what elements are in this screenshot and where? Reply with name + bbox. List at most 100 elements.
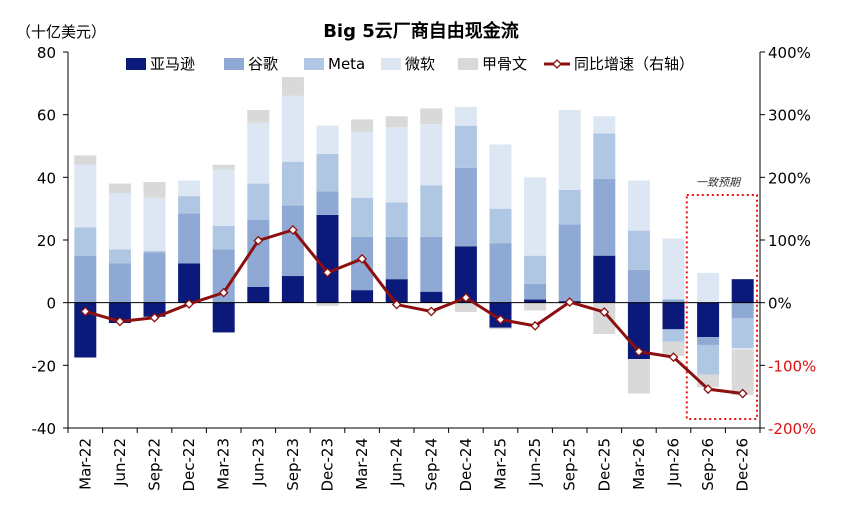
bar-segment xyxy=(247,183,270,220)
bar-segment xyxy=(74,164,97,228)
bar-segment xyxy=(74,302,97,358)
bar-segment xyxy=(108,183,131,193)
plot-area: -40 -20 0 20 40 60 80 -200% -100% 0% 100% 200% 300% 4… xyxy=(32,44,817,492)
x-axis-tick-label: Dec-23 xyxy=(319,438,337,492)
yoy-marker xyxy=(114,316,125,327)
x-axis-tick-label: Mar-26 xyxy=(630,438,648,490)
bar-segment xyxy=(731,279,754,303)
bar-segment xyxy=(697,344,720,375)
bar-segment xyxy=(74,255,97,303)
bar-segment xyxy=(281,276,304,303)
bar-segment xyxy=(316,153,339,192)
bar-segment xyxy=(108,263,131,303)
bar-segment xyxy=(731,348,754,350)
bar-segment xyxy=(108,249,131,264)
yoy-marker xyxy=(391,299,402,310)
left-axis-tick-label: -40 xyxy=(32,420,57,438)
bar-segment xyxy=(281,95,304,162)
x-axis-tick-label: Mar-22 xyxy=(76,438,94,490)
legend-label: Meta xyxy=(328,55,365,73)
bar-segment xyxy=(697,272,720,303)
right-axis-tick-label: 100% xyxy=(768,232,811,250)
legend-label: 甲骨文 xyxy=(482,55,527,73)
bar-segment xyxy=(143,252,166,303)
bar-segment xyxy=(662,238,685,300)
bar-segment xyxy=(627,230,650,270)
bar-segment xyxy=(420,124,443,186)
bar-segment xyxy=(420,236,443,292)
bar-segment xyxy=(524,299,547,303)
bar-segment xyxy=(316,191,339,215)
x-axis-tick-label: Jun-24 xyxy=(388,438,406,487)
left-axis-tick-label: 0 xyxy=(46,295,56,313)
x-axis-tick-label: Jun-25 xyxy=(526,438,544,487)
legend-line-marker xyxy=(552,59,562,69)
yoy-marker xyxy=(599,307,610,317)
bar-segment xyxy=(454,167,477,247)
x-axis-tick-label: Jun-22 xyxy=(111,438,129,487)
bar-segment xyxy=(420,185,443,237)
x-axis-tick-label: Mar-25 xyxy=(492,438,510,490)
x-axis-tick-label: Dec-22 xyxy=(180,438,198,492)
bar-segment xyxy=(454,125,477,168)
bar-segment xyxy=(385,202,408,237)
legend-swatch xyxy=(381,58,401,70)
x-axis-tick-label: Dec-26 xyxy=(734,438,752,492)
yoy-marker xyxy=(184,299,195,309)
x-axis-tick-label: Mar-23 xyxy=(215,438,233,490)
bar-segment xyxy=(489,144,512,209)
right-axis-tick-label: -100% xyxy=(768,357,816,375)
right-axis-tick-label: 200% xyxy=(768,169,811,187)
right-axis-tick-label: 0% xyxy=(768,295,792,313)
bar-segment xyxy=(662,299,685,303)
bar-segment xyxy=(731,349,754,396)
yoy-marker xyxy=(530,320,541,331)
left-axis-tick-label: 60 xyxy=(37,107,56,125)
x-axis-tick-label: Sep-24 xyxy=(422,438,440,491)
bar-segment xyxy=(178,196,201,214)
x-axis-tick-label: Mar-24 xyxy=(353,438,371,490)
bar-segment xyxy=(593,255,616,303)
bar-segment xyxy=(627,269,650,303)
bar-segment xyxy=(74,227,97,256)
bar-segment xyxy=(593,116,616,134)
x-axis-tick-label: Sep-25 xyxy=(561,438,579,491)
bar-segment xyxy=(281,205,304,277)
bar-segment xyxy=(454,106,477,126)
bar-segment xyxy=(247,287,270,303)
bar-segment xyxy=(212,164,235,170)
bar-segment xyxy=(351,290,374,303)
bar-segment xyxy=(316,125,339,154)
bar-segment xyxy=(662,341,685,356)
bar-segment xyxy=(74,155,97,165)
bar-segment xyxy=(385,279,408,303)
legend: 亚马逊 谷歌 Meta 微软 甲骨文 同比增速（右轴） xyxy=(126,55,694,73)
bar-segment xyxy=(731,302,754,319)
legend-label: 同比增速（右轴） xyxy=(574,55,694,73)
right-axis-tick-label: 300% xyxy=(768,107,811,125)
bar-segment xyxy=(697,302,720,338)
bar-segment xyxy=(316,302,339,306)
yoy-marker xyxy=(737,388,748,399)
bar-segment xyxy=(178,213,201,264)
yoy-marker xyxy=(564,297,575,307)
bar-segment xyxy=(489,327,512,330)
x-axis-tick-label: Jun-26 xyxy=(665,438,683,487)
bar-segment xyxy=(524,177,547,256)
legend-label: 亚马逊 xyxy=(150,55,195,73)
legend-label: 微软 xyxy=(405,55,435,73)
bar-segment xyxy=(178,263,201,303)
x-axis-tick-label: Jun-23 xyxy=(249,438,267,487)
bar-segment xyxy=(281,161,304,206)
bar-segment xyxy=(558,224,581,302)
bar-segment xyxy=(489,208,512,244)
bar-segment xyxy=(281,77,304,96)
yoy-marker xyxy=(287,225,298,235)
bar-segment xyxy=(212,225,235,250)
yoy-marker xyxy=(668,352,679,363)
bar-segment xyxy=(247,122,270,184)
bar-segment xyxy=(351,197,374,237)
legend-label: 谷歌 xyxy=(248,55,278,73)
